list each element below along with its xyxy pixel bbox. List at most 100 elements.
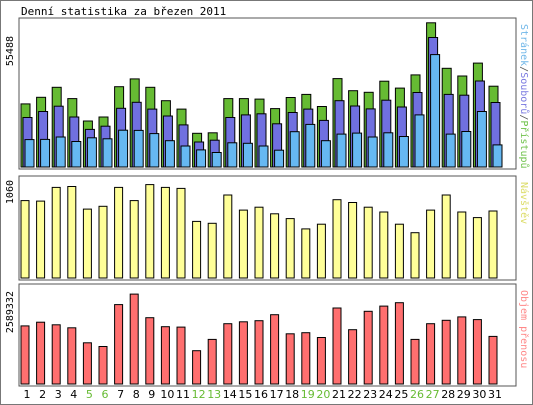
day-label: 25	[394, 388, 408, 401]
volume-bar	[36, 321, 46, 385]
day-label: 30	[472, 388, 486, 401]
visits-bar	[129, 200, 139, 279]
volume-bars	[20, 293, 498, 385]
day-label: 7	[117, 388, 124, 401]
day-label: 2	[39, 388, 46, 401]
day-label: 27	[426, 388, 440, 401]
day-label: 16	[254, 388, 268, 401]
pages-bar	[398, 136, 409, 168]
visits-bar	[207, 222, 217, 279]
side-legend-part: Objem přenosu	[518, 290, 530, 368]
pages-bar	[164, 140, 175, 168]
volume-bar	[51, 324, 61, 385]
visits-bar	[426, 209, 436, 279]
visits-bar	[410, 232, 420, 279]
pages-bar	[461, 131, 472, 168]
side-legend-part: Návštěv	[518, 182, 530, 224]
volume-bar	[145, 317, 155, 385]
volume-bar	[379, 305, 389, 385]
volume-bar	[223, 323, 233, 385]
pages-bar	[118, 129, 129, 168]
visits-bar	[160, 186, 170, 279]
pages-bar	[149, 133, 160, 168]
visits-bar	[176, 187, 186, 279]
volume-panel-frame	[18, 283, 517, 387]
day-label: 21	[332, 388, 346, 401]
volume-bar	[160, 326, 170, 385]
volume-bar	[301, 332, 311, 385]
pages-bar	[367, 136, 378, 168]
visits-ymax-label: 1060	[5, 180, 16, 204]
day-label: 10	[160, 388, 174, 401]
day-label: 1	[24, 388, 31, 401]
visits-bar	[363, 206, 373, 279]
volume-side-legend: Objem přenosu	[518, 290, 530, 368]
day-label: 26	[410, 388, 424, 401]
visits-bar	[20, 200, 30, 279]
visits-bar	[192, 220, 202, 279]
volume-bar	[410, 338, 420, 385]
visits-bar	[254, 206, 264, 279]
pages-bar	[180, 145, 191, 168]
day-label: 29	[457, 388, 471, 401]
hits-panel: 55488 Stránek/Souborů/Přístupů	[5, 17, 530, 170]
visits-bar	[114, 186, 124, 279]
hits-bars	[20, 22, 503, 168]
pages-bar	[40, 138, 51, 168]
pages-bar	[55, 136, 66, 168]
volume-ymax-label: 2589332	[5, 291, 16, 333]
side-legend-part: /	[518, 114, 529, 120]
pages-bar	[430, 54, 441, 168]
pages-bar	[258, 145, 269, 168]
volume-bar	[332, 307, 342, 385]
pages-bar	[211, 152, 222, 168]
volume-bar	[457, 316, 467, 385]
volume-bar	[176, 326, 186, 385]
visits-panel: 1060 Návštěv	[5, 175, 530, 281]
visits-bar	[51, 186, 61, 279]
visits-bar	[36, 200, 46, 279]
side-legend-part: Souborů	[518, 72, 530, 114]
visits-bar	[316, 223, 326, 279]
pages-bar	[71, 141, 82, 168]
volume-bar	[472, 319, 482, 385]
day-label: 20	[316, 388, 330, 401]
volume-bar	[285, 333, 295, 385]
volume-bar	[348, 329, 358, 385]
chart-title: Denní statistika za březen 2011	[21, 5, 226, 18]
hits-ymax-label: 55488	[5, 36, 16, 66]
volume-bar	[363, 310, 373, 385]
pages-bar	[336, 133, 347, 168]
volume-bar	[316, 337, 326, 385]
pages-bar	[86, 137, 97, 168]
side-legend-part: Přístupů	[518, 120, 530, 168]
pages-bar	[227, 142, 238, 168]
day-label: 8	[133, 388, 140, 401]
pages-bar	[305, 123, 316, 168]
day-label: 18	[285, 388, 299, 401]
volume-bar	[441, 319, 451, 385]
pages-bar	[492, 144, 503, 168]
pages-bar	[445, 133, 456, 168]
visits-bar	[441, 194, 451, 279]
side-legend-part: /	[518, 66, 529, 72]
day-label: 13	[207, 388, 221, 401]
volume-bar	[67, 327, 77, 385]
visits-bar	[145, 184, 155, 279]
volume-bar	[238, 321, 248, 385]
day-label: 22	[348, 388, 362, 401]
pages-bar	[102, 138, 113, 168]
day-label: 19	[301, 388, 315, 401]
pages-bar	[320, 140, 331, 168]
pages-bar	[352, 132, 363, 168]
day-label: 12	[192, 388, 206, 401]
day-label: 31	[488, 388, 502, 401]
day-label: 23	[363, 388, 377, 401]
volume-panel: 2589332 Objem přenosu	[5, 283, 530, 387]
volume-bar	[426, 323, 436, 385]
volume-bar	[114, 304, 124, 385]
day-label: 17	[270, 388, 284, 401]
visits-bar	[379, 211, 389, 279]
